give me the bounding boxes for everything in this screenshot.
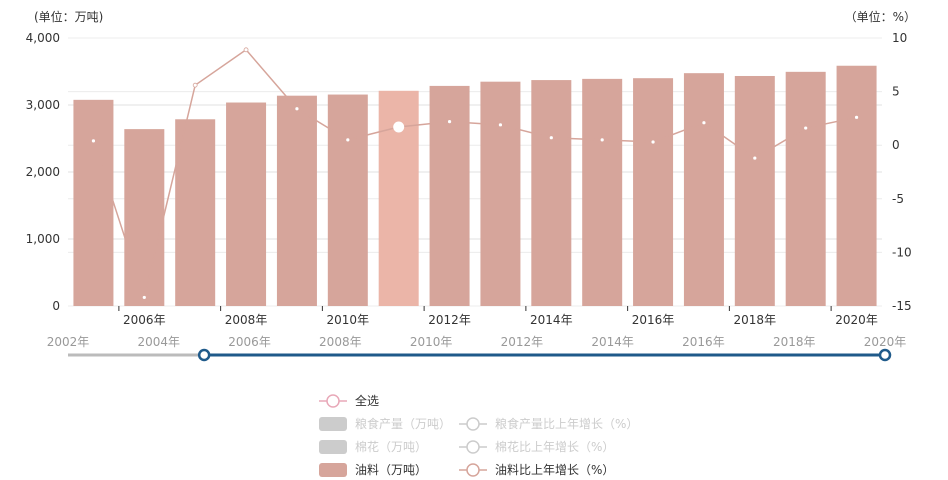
- zoom-tick-label: 2002年: [47, 335, 90, 349]
- x-tick-label: 2012年: [428, 313, 471, 327]
- legend-marker: [466, 440, 480, 454]
- zoom-tick-label: 2008年: [319, 335, 362, 349]
- legend-label: 粮食产量比上年增长（%）: [495, 416, 638, 431]
- legend-item[interactable]: 油料（万吨）: [319, 463, 427, 477]
- x-tick-label: 2006年: [123, 313, 166, 327]
- x-tick-label: 2014年: [530, 313, 573, 327]
- bar[interactable]: [582, 78, 623, 307]
- left-axis-unit-label: (单位：万吨): [34, 9, 103, 24]
- bar[interactable]: [327, 94, 368, 306]
- y-left-tick-label: 3,000: [26, 98, 60, 112]
- line-point[interactable]: [650, 139, 656, 145]
- axes: 0 1,000 2,000 3,000 4,000 -15 -10 -5 0 5 10 2006年 20…: [26, 31, 912, 327]
- x-tick-label: 2020年: [835, 313, 878, 327]
- legend-item[interactable]: 油料比上年增长（%）: [459, 463, 614, 477]
- legend-item[interactable]: 粮食产量（万吨）: [319, 416, 451, 431]
- y-right-tick-label: 10: [892, 31, 907, 45]
- data-zoom-slider[interactable]: 2002年 2004年 2006年 2008年 2010年 2012年 2014年 2016年…: [47, 335, 907, 362]
- zoom-tick-label: 2004年: [138, 335, 181, 349]
- zoom-tick-label: 2012年: [501, 335, 544, 349]
- legend-swatch: [319, 417, 347, 431]
- bar[interactable]: [734, 75, 775, 306]
- line-point[interactable]: [393, 121, 405, 133]
- y-right-tick-label: -10: [892, 245, 912, 259]
- line-point[interactable]: [243, 47, 249, 53]
- line-point[interactable]: [854, 114, 859, 120]
- zoom-tick-label: 2010年: [410, 335, 453, 349]
- legend-item[interactable]: 粮食产量比上年增长（%）: [459, 416, 638, 431]
- line-point[interactable]: [294, 106, 300, 112]
- line-series: [91, 47, 859, 301]
- legend-label: 油料比上年增长（%）: [495, 463, 614, 477]
- bar[interactable]: [683, 73, 724, 306]
- y-left-tick-label: 1,000: [26, 232, 60, 246]
- bar[interactable]: [785, 71, 826, 307]
- bar[interactable]: [276, 95, 317, 306]
- x-tick-label: 2008年: [225, 313, 268, 327]
- legend-label: 棉花（万吨）: [355, 439, 427, 454]
- legend-marker: [466, 417, 480, 431]
- legend-item[interactable]: 棉花（万吨）: [319, 439, 427, 454]
- x-tick-label: 2018年: [734, 313, 777, 327]
- legend-label: 全选: [355, 393, 379, 408]
- bar[interactable]: [124, 129, 165, 306]
- zoom-tick-label: 2016年: [682, 335, 725, 349]
- legend-label: 棉花比上年增长（%）: [495, 439, 614, 454]
- legend-item[interactable]: 棉花比上年增长（%）: [459, 439, 614, 454]
- legend-label: 油料（万吨）: [355, 463, 427, 477]
- bar[interactable]: [633, 78, 674, 306]
- right-axis-unit-label: （单位：%）: [845, 9, 916, 24]
- legend-marker: [326, 394, 340, 408]
- y-left-tick-label: 2,000: [26, 165, 60, 179]
- line-point[interactable]: [803, 125, 809, 131]
- line-point[interactable]: [192, 82, 198, 88]
- legend-item[interactable]: 全选: [319, 393, 379, 408]
- line-point[interactable]: [345, 137, 351, 143]
- line-point[interactable]: [141, 295, 147, 300]
- bar[interactable]: [226, 102, 267, 307]
- zoom-end-handle[interactable]: [878, 348, 892, 362]
- growth-line: [92, 48, 857, 301]
- zoom-tick-label: 2006年: [228, 335, 271, 349]
- line-point[interactable]: [447, 119, 452, 125]
- y-left-tick-label: 0: [52, 299, 60, 313]
- bar[interactable]: [480, 81, 521, 307]
- line-point[interactable]: [701, 120, 707, 126]
- y-right-tick-label: 5: [892, 85, 900, 99]
- bar[interactable]: [531, 80, 572, 307]
- y-right-tick-label: -15: [892, 299, 912, 313]
- y-right-tick-label: 0: [892, 138, 900, 152]
- line-point[interactable]: [752, 155, 758, 161]
- x-tick-label: 2016年: [632, 313, 675, 327]
- x-tick-label: 2010年: [327, 313, 370, 327]
- y-left-tick-label: 4,000: [26, 31, 60, 45]
- legend-swatch: [319, 463, 347, 477]
- legend-label: 粮食产量（万吨）: [355, 416, 451, 431]
- line-point[interactable]: [498, 122, 503, 128]
- bar[interactable]: [175, 119, 216, 307]
- zoom-tick-label: 2020年: [864, 335, 907, 349]
- legend-swatch: [319, 440, 347, 454]
- bar-series: [73, 65, 877, 307]
- legend-marker: [466, 463, 480, 477]
- line-point[interactable]: [599, 137, 605, 143]
- zoom-tick-label: 2014年: [591, 335, 634, 349]
- bar[interactable]: [73, 99, 114, 306]
- line-point[interactable]: [91, 138, 96, 144]
- zoom-start-handle[interactable]: [197, 348, 211, 362]
- bar[interactable]: [836, 65, 877, 306]
- line-point[interactable]: [548, 135, 554, 141]
- y-right-tick-label: -5: [892, 192, 904, 206]
- bar[interactable]: [429, 85, 470, 306]
- zoom-tick-label: 2018年: [773, 335, 816, 349]
